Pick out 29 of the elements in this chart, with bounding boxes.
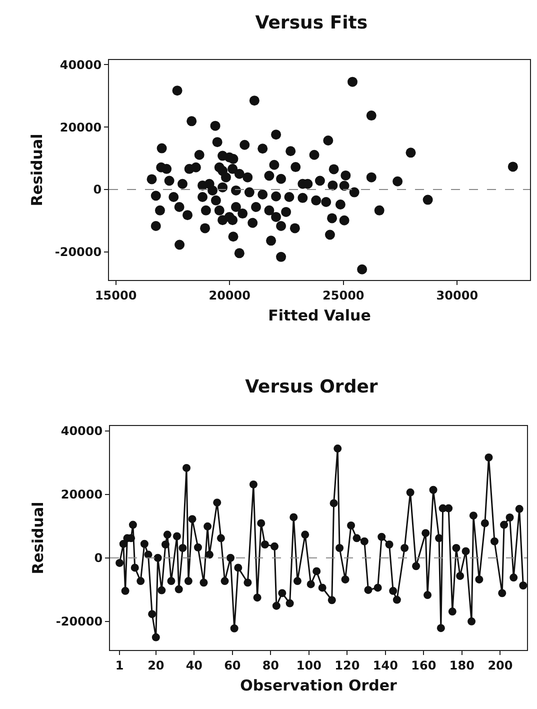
- x-tick-label: 30000: [436, 288, 478, 302]
- y-tick-label: 20000: [60, 120, 102, 134]
- x-tick-label: 40: [186, 658, 203, 672]
- x-tick-label: 180: [449, 658, 474, 672]
- x-axis-title: Observation Order: [240, 676, 398, 694]
- y-axis-title: Residual: [28, 134, 46, 206]
- x-tick-label: 200: [488, 658, 513, 672]
- x-tick-label: 1: [115, 658, 124, 672]
- x-tick-label: 160: [411, 658, 436, 672]
- x-tick-label: 25000: [322, 288, 364, 302]
- y-tick-label: 40000: [60, 58, 102, 72]
- y-tick-label: -20000: [56, 614, 103, 629]
- y-tick-label: 0: [93, 182, 102, 197]
- x-tick-label: 140: [372, 658, 398, 672]
- x-tick-label: 60: [224, 658, 241, 672]
- x-tick-label: 80: [262, 658, 280, 672]
- x-tick-label: 120: [334, 658, 360, 672]
- x-tick-label: 100: [296, 658, 322, 672]
- y-tick-label: 40000: [60, 424, 103, 438]
- y-tick-label: 20000: [60, 488, 103, 502]
- chart-title: Versus Fits: [255, 12, 368, 34]
- y-tick-label: -20000: [54, 245, 102, 260]
- x-tick-label: 15000: [94, 288, 137, 302]
- y-tick-label: 0: [94, 551, 103, 566]
- y-axis-title: Residual: [29, 502, 48, 574]
- x-tick-label: 20: [148, 658, 164, 672]
- chart-title: Versus Order: [245, 376, 378, 398]
- x-axis-title: Fitted Value: [268, 306, 371, 324]
- x-tick-label: 20000: [208, 288, 250, 302]
